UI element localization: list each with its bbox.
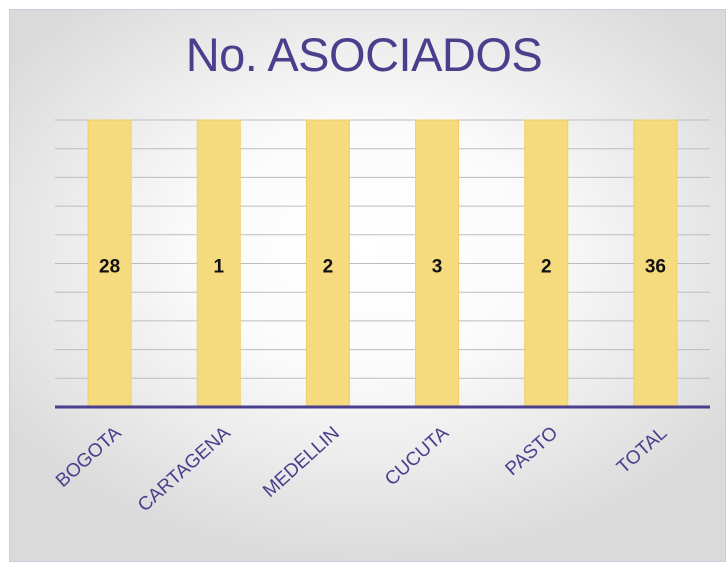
bar-cucuta [415, 119, 460, 408]
category-label-cucuta: CUCUTA [381, 422, 453, 490]
bar-total [633, 119, 678, 408]
data-label-total: 36 [645, 257, 666, 278]
category-label-total: TOTAL [613, 423, 671, 478]
bar-cartagena [196, 119, 241, 408]
chart-title: No. ASOCIADOS [185, 28, 543, 81]
category-label-medellin: MEDELLIN [259, 423, 344, 502]
data-label-bogota: 28 [99, 257, 120, 278]
data-label-cucuta: 3 [432, 257, 443, 278]
category-label-pasto: PASTO [502, 423, 563, 481]
bar-bogota [87, 119, 132, 408]
data-label-cartagena: 1 [213, 257, 224, 278]
category-label-cartagena: CARTAGENA [134, 422, 235, 516]
category-label-bogota: BOGOTA [52, 422, 126, 491]
data-label-pasto: 2 [541, 257, 552, 278]
data-label-medellin: 2 [323, 257, 334, 278]
